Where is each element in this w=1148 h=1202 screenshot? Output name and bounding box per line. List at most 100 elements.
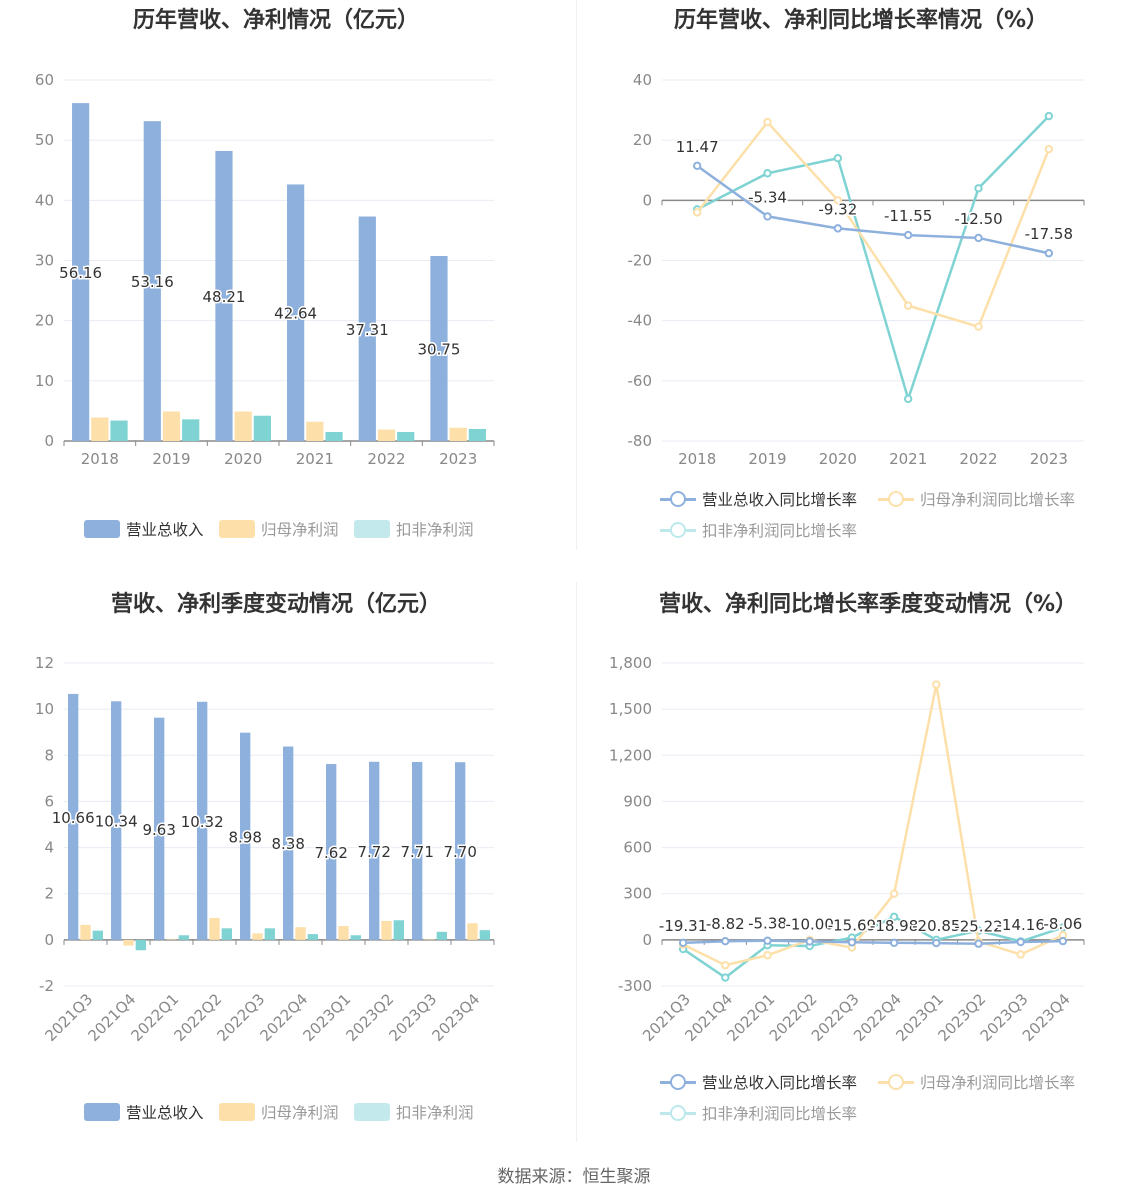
x-tick-label: 2021	[296, 450, 334, 468]
x-tick-label: 2021	[889, 450, 927, 468]
data-label: 7.72	[357, 843, 390, 861]
bar-deducted-profit	[178, 935, 189, 940]
legend-item-net-profit-growth[interactable]: 归母净利润同比增长率	[878, 1071, 1075, 1093]
series-point	[1016, 950, 1025, 959]
data-label: 10.32	[181, 813, 224, 831]
y-tick-label: 300	[623, 885, 652, 903]
data-label: -20.85	[912, 917, 960, 935]
data-label: 8.98	[228, 828, 261, 846]
data-label: -5.34	[748, 188, 787, 206]
bar-revenue	[215, 150, 233, 441]
series-point	[678, 938, 688, 948]
bar-revenue	[412, 761, 423, 940]
legend-swatch	[660, 490, 696, 508]
legend-label: 扣非净利润同比增长率	[702, 1105, 858, 1123]
bar-deducted-profit	[307, 934, 318, 940]
annual-growth-panel: 历年营收、净利同比增长率情况（%） -80 -60 -40 -20 0 20 40 2018 2…	[574, 0, 1148, 560]
series-point	[974, 939, 983, 948]
bar-net-profit	[338, 926, 349, 940]
bar-net-profit	[377, 429, 396, 441]
data-label: -17.58	[1025, 225, 1073, 243]
bar-revenue	[326, 764, 337, 940]
data-label: 42.64	[274, 305, 317, 323]
legend-swatch	[354, 520, 390, 538]
legend-label: 营业总收入	[126, 521, 204, 539]
legend-item-net-profit-growth[interactable]: 归母净利润同比增长率	[878, 488, 1075, 510]
bar-deducted-profit	[110, 420, 128, 441]
series-point	[903, 301, 913, 310]
bar-net-profit	[166, 939, 177, 940]
bar-revenue	[369, 761, 380, 940]
bar-net-profit	[424, 939, 435, 940]
bar-deducted-profit	[264, 928, 275, 940]
legend-label: 归母净利润	[261, 1104, 339, 1122]
bar-net-profit	[467, 923, 478, 940]
x-tick-label: 2018	[678, 450, 716, 468]
series-line	[682, 684, 1064, 967]
bar-net-profit	[91, 417, 109, 441]
legend-swatch	[84, 520, 120, 538]
legend-item-revenue-growth[interactable]: 营业总收入同比增长率	[660, 1071, 857, 1093]
y-tick-label: 1,200	[609, 746, 652, 764]
bar-deducted-profit	[325, 431, 343, 441]
legend-item-net-profit[interactable]: 归母净利润	[219, 1101, 339, 1123]
data-label: 7.71	[400, 843, 433, 861]
legend-item-deducted-growth[interactable]: 扣非净利润同比增长率	[660, 1102, 857, 1124]
x-tick-label: 2019	[152, 450, 190, 468]
series-line	[696, 115, 1050, 404]
legend-item-deducted-profit[interactable]: 扣非净利润	[354, 1101, 474, 1123]
chart-title: 历年营收、净利情况（亿元）	[132, 8, 419, 33]
bar-revenue	[358, 216, 376, 441]
data-label: -14.16	[997, 916, 1045, 934]
bar-revenue	[455, 762, 466, 940]
bar-net-profit	[295, 927, 306, 940]
series-point	[1058, 936, 1068, 946]
data-label: 56.16	[59, 264, 102, 282]
data-label: 11.47	[676, 138, 719, 156]
bar-net-profit	[234, 411, 252, 441]
data-label: 7.62	[314, 844, 347, 862]
y-tick-label: -40	[628, 312, 653, 330]
y-tick-label: 10	[35, 372, 54, 390]
series-point	[721, 937, 730, 946]
legend-item-net-profit[interactable]: 归母净利润	[219, 518, 339, 540]
annual-revenue-profit-panel: 历年营收、净利情况（亿元） 0 10 20 30 40 50 60 2018 2019 2020 2…	[0, 0, 574, 560]
y-tick-label: -2	[39, 977, 54, 995]
bar-revenue	[72, 103, 90, 441]
x-tick-label: 2023Q4	[1019, 990, 1074, 1045]
series-point	[903, 230, 913, 240]
bar-deducted-profit	[397, 431, 415, 441]
data-label: 53.16	[131, 273, 174, 291]
chart-title: 营收、净利季度变动情况（亿元）	[110, 592, 441, 617]
legend-label: 归母净利润同比增长率	[920, 491, 1076, 509]
legend-item-deducted-profit[interactable]: 扣非净利润	[354, 518, 474, 540]
data-label: -19.31	[659, 917, 707, 935]
series-point	[1058, 923, 1068, 932]
x-tick-label: 2022	[367, 450, 405, 468]
legend-item-deducted-growth[interactable]: 扣非净利润同比增长率	[660, 519, 857, 541]
y-tick-label: 40	[633, 71, 652, 89]
series-point	[1016, 937, 1025, 947]
legend-item-revenue[interactable]: 营业总收入	[84, 1101, 204, 1123]
series-point	[721, 961, 730, 970]
x-tick-label: 2020	[224, 450, 262, 468]
legend-item-revenue-growth[interactable]: 营业总收入同比增长率	[660, 488, 857, 510]
series-point	[763, 951, 772, 960]
series-point	[974, 233, 983, 243]
y-tick-label: 4	[44, 839, 54, 857]
series-point	[889, 938, 899, 947]
vertical-divider-top	[576, 0, 577, 550]
bar-revenue	[154, 717, 165, 940]
legend-swatch	[878, 490, 914, 508]
chart-title: 历年营收、净利同比增长率情况（%）	[673, 8, 1049, 33]
legend-item-revenue[interactable]: 营业总收入	[84, 518, 204, 540]
bar-deducted-profit	[253, 415, 271, 441]
y-tick-label: 40	[35, 191, 54, 209]
y-tick-label: -80	[628, 432, 653, 450]
series-line	[696, 120, 1050, 329]
series-point	[763, 212, 772, 221]
y-tick-label: 20	[35, 312, 54, 330]
annual-bar-chart: 0 10 20 30 40 50 60 2018 2019 2020 2021 2022 2023 56.…	[35, 71, 495, 468]
annual-growth-line-chart: -80 -60 -40 -20 0 20 40 2018 2019 2020 2021 2022 202…	[628, 71, 1085, 468]
data-label: -9.32	[818, 200, 857, 218]
